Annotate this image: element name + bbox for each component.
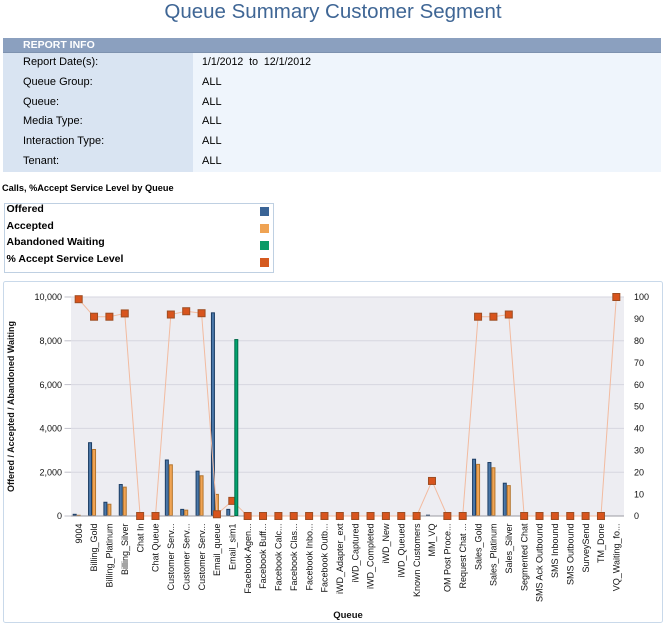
svg-text:Sales_Gold: Sales_Gold [473,524,483,571]
svg-text:2,000: 2,000 [39,467,62,477]
svg-text:10: 10 [634,489,644,499]
svg-text:0: 0 [57,511,62,521]
svg-text:Email_queue: Email_queue [212,524,222,577]
svg-text:SMS Inbound: SMS Inbound [550,524,560,579]
svg-text:90: 90 [634,314,644,324]
svg-text:Sales_Silver: Sales_Silver [504,524,514,574]
svg-text:Facebook Calc...: Facebook Calc... [274,524,284,592]
svg-text:Email_sim1: Email_sim1 [227,524,237,571]
svg-text:Request Chat ...: Request Chat ... [458,524,468,589]
svg-text:SurveySend: SurveySend [581,524,591,573]
svg-text:0: 0 [634,511,639,521]
svg-text:MM_VQ: MM_VQ [427,524,437,557]
svg-text:10,000: 10,000 [34,292,62,302]
svg-text:Segmented Chat: Segmented Chat [519,523,529,591]
svg-text:Billing_Platinum: Billing_Platinum [105,524,115,588]
svg-text:Billing_Silver: Billing_Silver [120,524,130,576]
svg-text:Facebook Agen...: Facebook Agen... [243,524,253,594]
svg-text:VQ_Waiting_fo...: VQ_Waiting_fo... [612,524,622,592]
svg-text:Facebook Buff...: Facebook Buff... [258,524,268,589]
svg-text:50: 50 [634,402,644,412]
svg-text:TM_Done: TM_Done [596,524,606,564]
svg-text:Offered / Accepted / Abandoned: Offered / Accepted / Abandoned Waiting [6,321,16,492]
svg-text:Facebook Clas...: Facebook Clas... [289,524,299,592]
svg-text:iWD_New: iWD_New [381,523,391,564]
svg-text:iWD_Completed: iWD_Completed [366,524,376,590]
svg-text:80: 80 [634,336,644,346]
svg-text:Chat Queue: Chat Queue [151,524,161,573]
svg-text:100: 100 [634,292,649,302]
svg-text:Customer Serv...: Customer Serv... [181,524,191,591]
svg-text:4,000: 4,000 [39,424,62,434]
svg-text:iWD_Queued: iWD_Queued [396,524,406,578]
svg-text:Known Customers: Known Customers [412,523,422,597]
svg-text:70: 70 [634,358,644,368]
svg-text:30: 30 [634,446,644,456]
svg-text:9004: 9004 [74,524,84,544]
svg-text:8,000: 8,000 [39,336,62,346]
svg-text:Customer Serv...: Customer Serv... [166,524,176,591]
svg-text:Queue: Queue [333,610,363,621]
svg-text:Facebook Outb...: Facebook Outb... [320,524,330,593]
svg-text:60: 60 [634,380,644,390]
svg-text:Customer Serv...: Customer Serv... [197,524,207,591]
svg-text:20: 20 [634,467,644,477]
svg-text:SMS Ack Outbound: SMS Ack Outbound [535,524,545,603]
svg-text:Chat In: Chat In [135,524,145,553]
svg-text:6,000: 6,000 [39,380,62,390]
svg-text:iWD_Adapter_ext: iWD_Adapter_ext [335,523,345,594]
svg-text:40: 40 [634,424,644,434]
svg-text:Sales_Platinum: Sales_Platinum [489,524,499,587]
svg-text:Facebook Inbo...: Facebook Inbo... [304,524,314,591]
svg-text:iWD_Captured: iWD_Captured [350,524,360,583]
svg-text:OM Post Proce...: OM Post Proce... [443,524,453,593]
svg-text:Billing_Gold: Billing_Gold [89,524,99,572]
svg-text:SMS Outbound: SMS Outbound [565,524,575,586]
